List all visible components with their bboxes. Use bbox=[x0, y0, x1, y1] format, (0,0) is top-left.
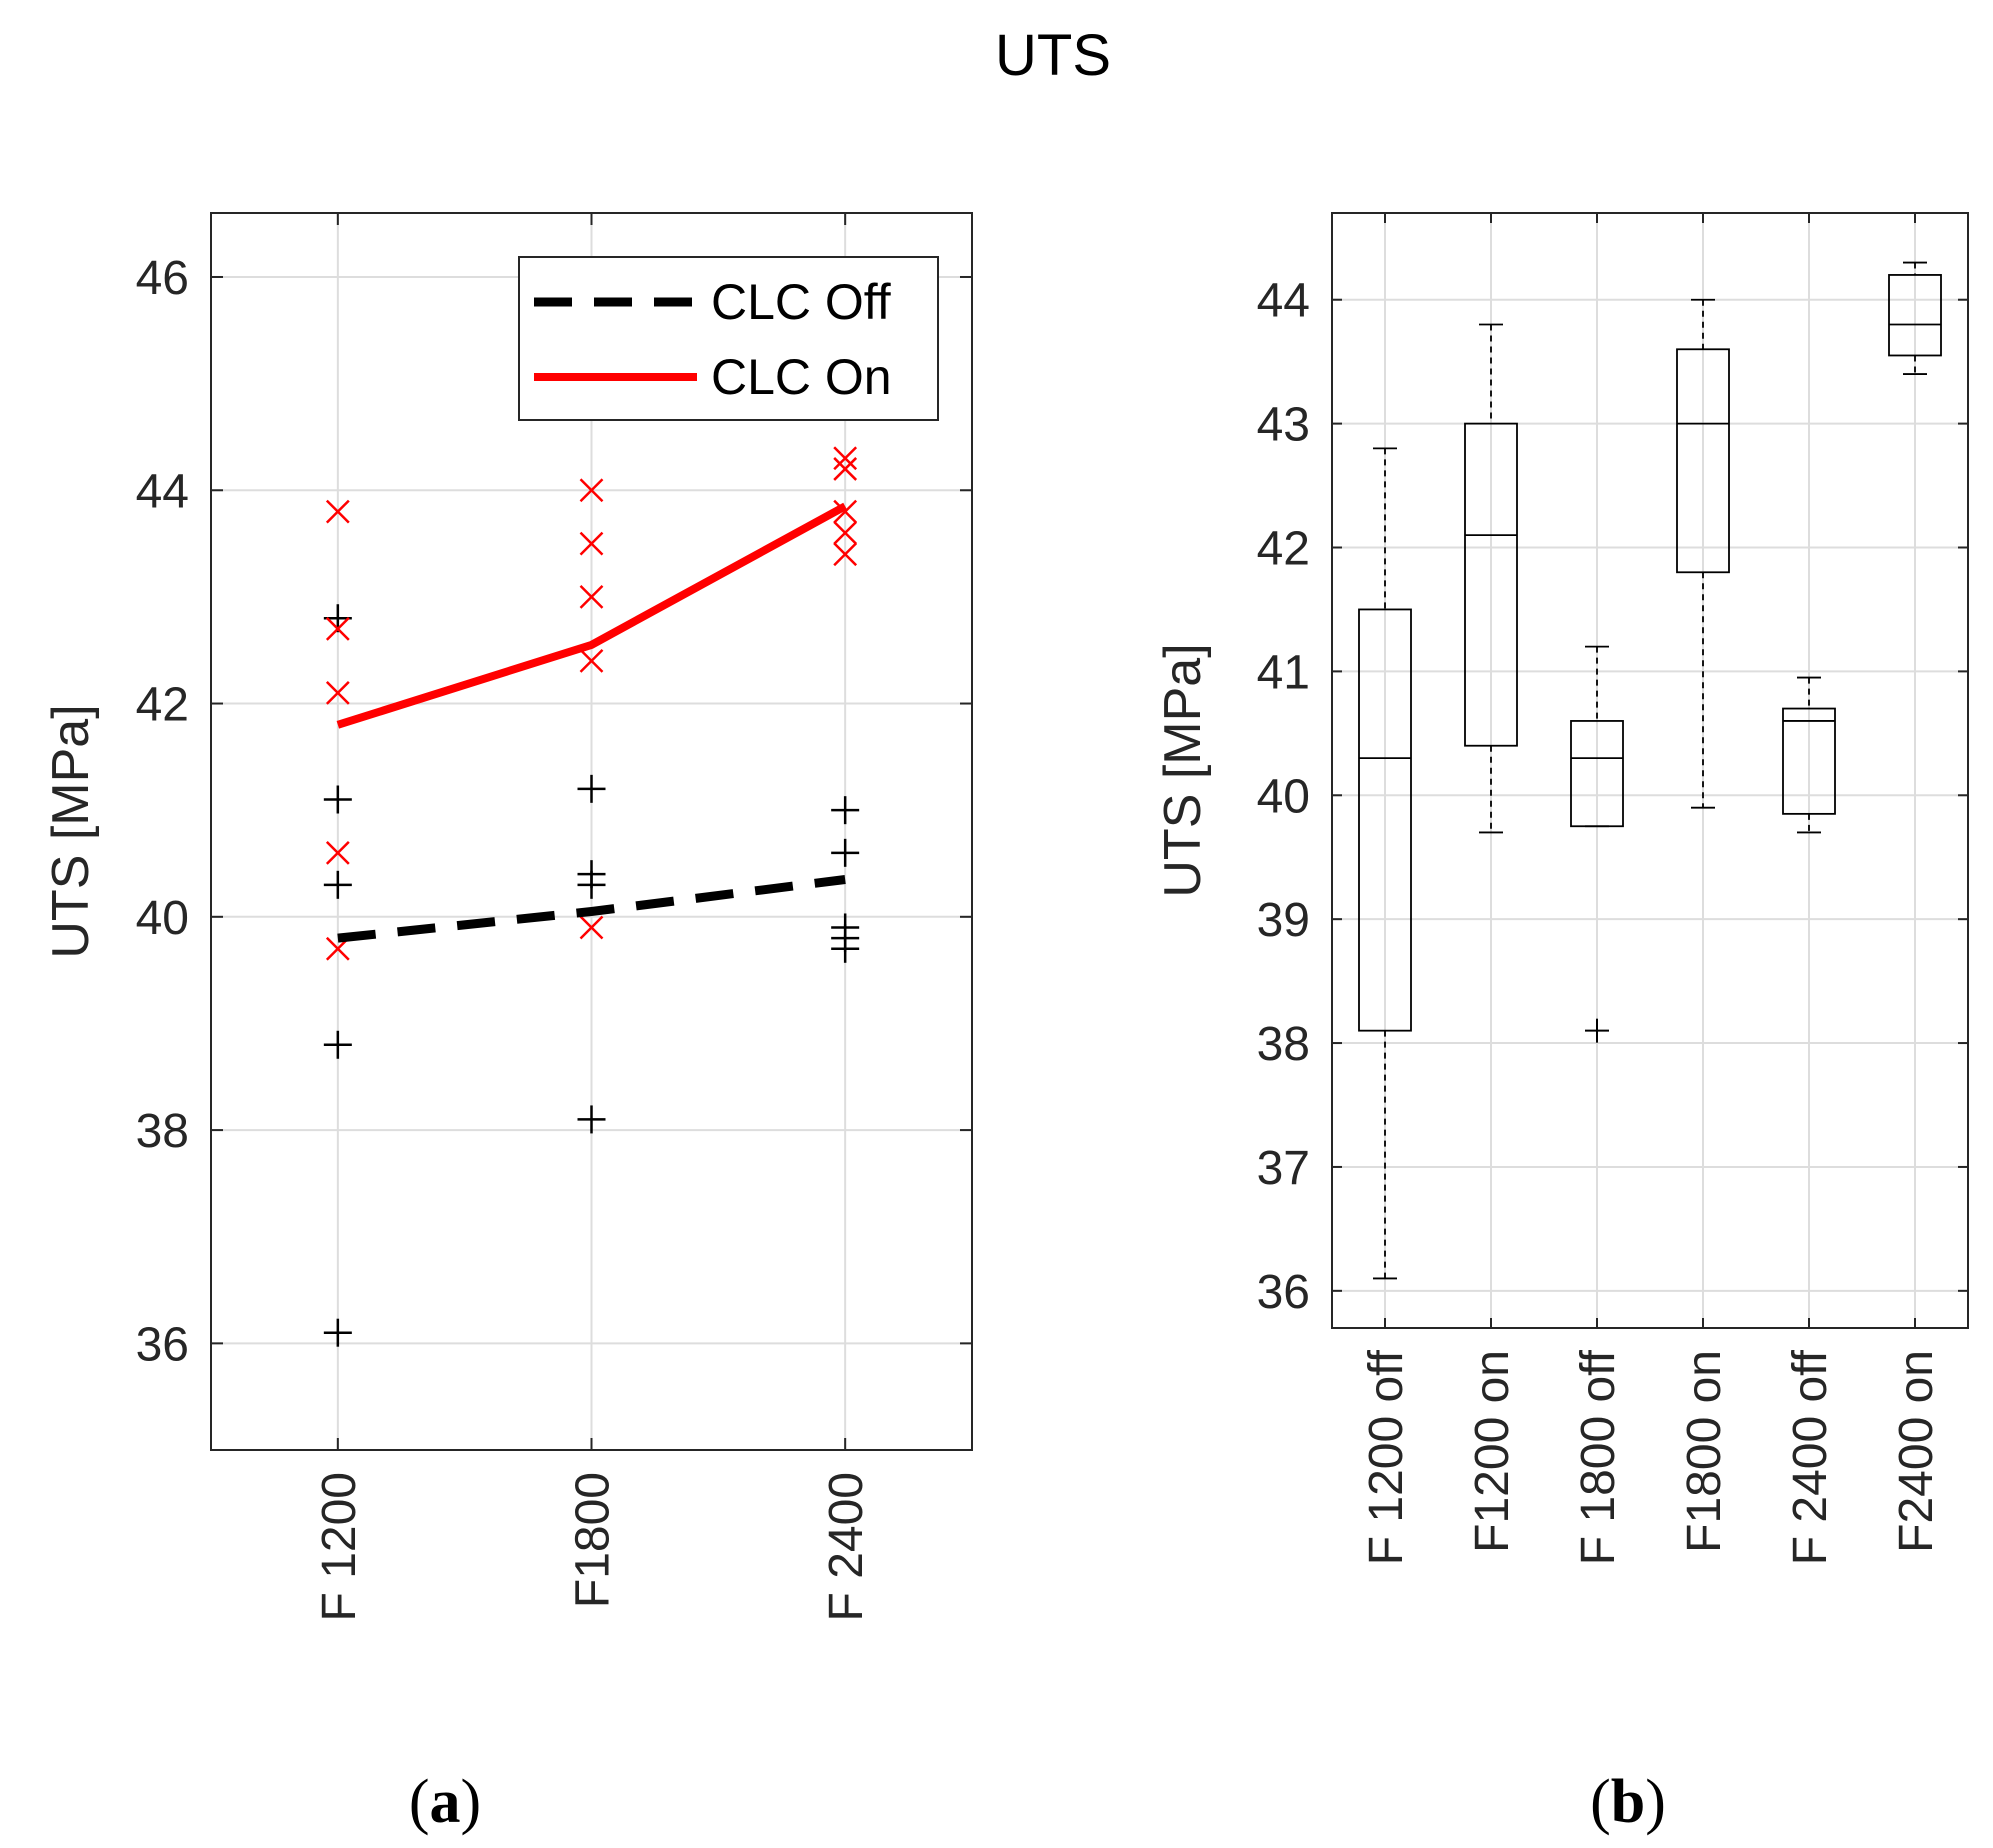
a-series-clc-off-line bbox=[337, 875, 846, 943]
b-box-5 bbox=[1782, 676, 1836, 834]
a-ytick-label: 36 bbox=[136, 1318, 189, 1371]
b-box-iqr bbox=[1358, 608, 1412, 1032]
b-xtick-label: F 1800 off bbox=[1572, 1349, 1625, 1565]
a-sample-on-marker bbox=[579, 915, 604, 940]
b-ytick-label: 43 bbox=[1257, 399, 1310, 452]
b-ytick-label: 39 bbox=[1257, 894, 1310, 947]
cross-b bbox=[833, 446, 858, 471]
cross-b bbox=[325, 840, 350, 865]
a-ylabel: UTS [MPa] bbox=[42, 704, 100, 958]
a-sample-off-marker bbox=[323, 1318, 352, 1347]
cross-b bbox=[325, 499, 350, 524]
cross-b bbox=[579, 478, 604, 503]
a-sample-on-marker bbox=[833, 499, 858, 524]
cross-b bbox=[833, 521, 858, 545]
a-sample-on-marker bbox=[579, 648, 604, 673]
b-box-3 bbox=[1570, 645, 1624, 1043]
a-sample-off-marker bbox=[323, 1030, 352, 1059]
cross-b bbox=[833, 542, 858, 567]
a-sample-off-marker bbox=[831, 838, 860, 867]
b-xtick-label: F 1200 off bbox=[1360, 1349, 1413, 1565]
a-sample-on-marker bbox=[833, 521, 858, 545]
a-sample-off-marker bbox=[577, 870, 606, 899]
a-legend-label: CLC Off bbox=[711, 274, 891, 330]
a-sample-off-marker bbox=[323, 870, 352, 899]
a-sample-on-marker bbox=[833, 457, 858, 481]
a-ytick-label: 44 bbox=[136, 465, 189, 518]
panel-b-caption-close: ) bbox=[1645, 1768, 1666, 1836]
a-ytick-label: 40 bbox=[136, 892, 189, 945]
figure-title: UTS bbox=[995, 23, 1111, 88]
a-ytick-label: 42 bbox=[136, 679, 189, 732]
b-ytick-label: 41 bbox=[1257, 646, 1310, 699]
a-legend: CLC Off CLC On bbox=[518, 256, 939, 421]
cross-b bbox=[579, 915, 604, 940]
b-xtick-label: F1800 on bbox=[1678, 1350, 1731, 1553]
a-sample-off-marker bbox=[323, 785, 352, 814]
panel-b-caption-letter: b bbox=[1611, 1768, 1645, 1836]
a-sample-on-marker bbox=[325, 840, 350, 865]
a-xtick-label: F 1200 bbox=[313, 1472, 366, 1621]
cross-b bbox=[833, 457, 858, 481]
b-box-1 bbox=[1358, 447, 1412, 1280]
b-ytick-label: 40 bbox=[1257, 770, 1310, 823]
b-box-6 bbox=[1888, 261, 1942, 375]
b-ytick-label: 36 bbox=[1257, 1266, 1310, 1319]
cross-b bbox=[579, 585, 604, 609]
b-xtick-label: F1200 on bbox=[1466, 1350, 1519, 1553]
b-box-iqr bbox=[1888, 274, 1942, 357]
b-ytick-label: 38 bbox=[1257, 1018, 1310, 1071]
panel-a-caption-close: ) bbox=[461, 1768, 482, 1836]
a-sample-on-marker bbox=[325, 617, 350, 641]
cross-b bbox=[325, 617, 350, 641]
b-box-4 bbox=[1676, 298, 1730, 809]
b-ytick-label: 44 bbox=[1257, 275, 1310, 328]
cross-b bbox=[325, 680, 350, 705]
a-sample-off-marker bbox=[577, 774, 606, 803]
a-sample-on-marker bbox=[325, 499, 350, 524]
a-sample-off-marker bbox=[831, 934, 860, 963]
panel-b-caption-open: ( bbox=[1590, 1768, 1611, 1836]
a-legend-box bbox=[518, 256, 939, 421]
b-xtick-label: F2400 on bbox=[1890, 1350, 1943, 1553]
a-sample-on-marker bbox=[579, 585, 604, 609]
a-sample-on-marker bbox=[579, 531, 604, 556]
cross-b bbox=[579, 531, 604, 556]
b-box-iqr bbox=[1676, 348, 1730, 574]
b-ytick-label: 42 bbox=[1257, 523, 1310, 576]
b-axes-box bbox=[1331, 212, 1969, 1329]
panel-b-caption: (b) bbox=[1590, 1768, 1666, 1836]
panel-a-chart: 36 38 40 42 44 46 F 1200 F1800 F 2400 UTS [MPa] CL… bbox=[42, 212, 973, 1621]
panel-a-caption-letter: a bbox=[430, 1768, 461, 1836]
a-xtick-label: F1800 bbox=[567, 1472, 620, 1608]
a-xtick-label: F 2400 bbox=[820, 1472, 873, 1621]
cross-b bbox=[833, 499, 858, 524]
a-sample-off-marker bbox=[577, 1105, 606, 1134]
b-outlier-marker bbox=[1585, 1018, 1609, 1043]
a-sample-on-marker bbox=[833, 542, 858, 567]
b-box-iqr bbox=[1570, 720, 1624, 828]
a-sample-on-marker bbox=[833, 446, 858, 471]
cross-b bbox=[579, 648, 604, 673]
a-legend-label: CLC On bbox=[711, 349, 892, 405]
b-box-iqr bbox=[1782, 707, 1836, 815]
a-series-clc-on-line bbox=[336, 502, 848, 729]
b-ylabel: UTS [MPa] bbox=[1154, 643, 1212, 897]
b-ytick-label: 37 bbox=[1257, 1142, 1310, 1195]
a-sample-on-marker bbox=[579, 478, 604, 503]
b-box-2 bbox=[1464, 323, 1518, 834]
panel-b-chart: 36 37 38 39 40 41 42 43 44 F 1200 off F1200 on F 18… bbox=[1154, 212, 1969, 1565]
a-sample-off-marker bbox=[831, 796, 860, 825]
b-xtick-label: F 2400 off bbox=[1784, 1349, 1837, 1565]
a-ytick-label: 46 bbox=[136, 252, 189, 305]
b-box-iqr bbox=[1464, 422, 1518, 747]
a-ytick-label: 38 bbox=[136, 1105, 189, 1158]
a-sample-on-marker bbox=[325, 680, 350, 705]
panel-a-caption-open: ( bbox=[409, 1768, 430, 1836]
panel-a-caption: (a) bbox=[409, 1768, 481, 1836]
